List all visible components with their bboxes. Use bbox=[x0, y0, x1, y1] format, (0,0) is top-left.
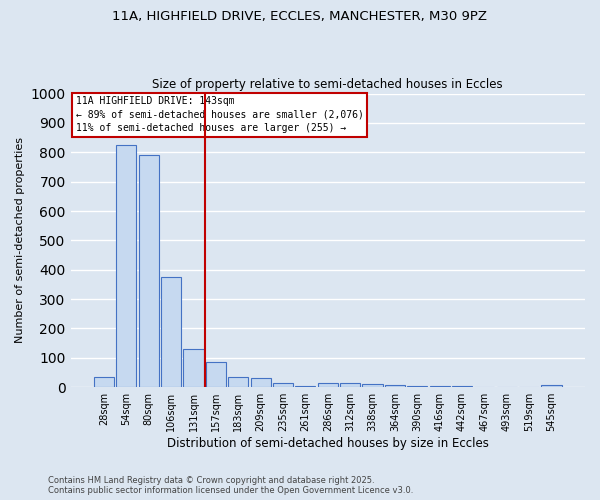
Bar bbox=[475, 386, 494, 387]
Bar bbox=[206, 362, 226, 387]
Text: 11A, HIGHFIELD DRIVE, ECCLES, MANCHESTER, M30 9PZ: 11A, HIGHFIELD DRIVE, ECCLES, MANCHESTER… bbox=[113, 10, 487, 23]
Bar bbox=[541, 385, 562, 387]
X-axis label: Distribution of semi-detached houses by size in Eccles: Distribution of semi-detached houses by … bbox=[167, 437, 489, 450]
Bar bbox=[139, 155, 159, 387]
Bar bbox=[228, 377, 248, 387]
Bar bbox=[452, 386, 472, 387]
Bar bbox=[116, 145, 136, 387]
Bar bbox=[94, 377, 114, 387]
Bar bbox=[318, 384, 338, 387]
Text: Contains HM Land Registry data © Crown copyright and database right 2025.
Contai: Contains HM Land Registry data © Crown c… bbox=[48, 476, 413, 495]
Bar bbox=[430, 386, 450, 387]
Bar bbox=[362, 384, 383, 387]
Bar bbox=[273, 383, 293, 387]
Bar bbox=[184, 349, 203, 387]
Bar bbox=[385, 385, 405, 387]
Bar bbox=[295, 386, 316, 387]
Bar bbox=[407, 386, 427, 387]
Title: Size of property relative to semi-detached houses in Eccles: Size of property relative to semi-detach… bbox=[152, 78, 503, 91]
Bar bbox=[340, 384, 360, 387]
Text: 11A HIGHFIELD DRIVE: 143sqm
← 89% of semi-detached houses are smaller (2,076)
11: 11A HIGHFIELD DRIVE: 143sqm ← 89% of sem… bbox=[76, 96, 364, 133]
Bar bbox=[161, 277, 181, 387]
Y-axis label: Number of semi-detached properties: Number of semi-detached properties bbox=[15, 138, 25, 344]
Bar bbox=[251, 378, 271, 387]
